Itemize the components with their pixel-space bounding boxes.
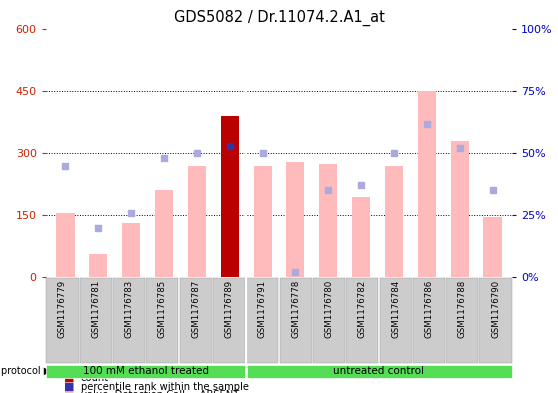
Point [389, 150, 398, 156]
Text: count: count [81, 373, 109, 383]
Text: GSM1176790: GSM1176790 [491, 280, 500, 338]
Bar [253, 165, 272, 277]
Bar [352, 196, 370, 277]
Bar [483, 217, 502, 277]
Bar [418, 91, 436, 277]
Text: percentile rank within the sample: percentile rank within the sample [81, 382, 249, 392]
Text: protocol ▶: protocol ▶ [1, 366, 51, 376]
Text: GSM1176782: GSM1176782 [358, 280, 367, 338]
Point [455, 145, 464, 151]
Text: GSM1176781: GSM1176781 [92, 280, 100, 338]
Text: ■: ■ [64, 390, 75, 393]
Point [291, 269, 300, 275]
Text: GSM1176780: GSM1176780 [325, 280, 334, 338]
Bar [221, 116, 239, 277]
Point [258, 150, 267, 156]
Bar [155, 190, 173, 277]
Point [193, 150, 201, 156]
Bar [122, 223, 140, 277]
Text: untreated control: untreated control [334, 366, 425, 376]
Text: GSM1176785: GSM1176785 [158, 280, 167, 338]
Point [160, 155, 169, 162]
Bar [188, 165, 206, 277]
Text: GSM1176779: GSM1176779 [58, 280, 67, 338]
Text: GSM1176783: GSM1176783 [124, 280, 133, 338]
Text: GSM1176778: GSM1176778 [291, 280, 300, 338]
Text: GSM1176788: GSM1176788 [458, 280, 466, 338]
Text: ■: ■ [64, 373, 75, 383]
Text: 100 mM ethanol treated: 100 mM ethanol treated [83, 366, 209, 376]
Bar [451, 141, 469, 277]
Text: GSM1176786: GSM1176786 [425, 280, 434, 338]
Point [324, 187, 333, 193]
Bar [89, 254, 107, 277]
Bar [319, 163, 337, 277]
Text: GSM1176784: GSM1176784 [391, 280, 400, 338]
Point [225, 143, 234, 149]
Bar [286, 162, 305, 277]
Bar [56, 213, 75, 277]
Text: GSM1176791: GSM1176791 [258, 280, 267, 338]
Bar [385, 165, 403, 277]
Point [61, 162, 70, 169]
Point [422, 120, 431, 127]
Point [127, 209, 136, 216]
Text: value, Detection Call = ABSENT: value, Detection Call = ABSENT [81, 390, 239, 393]
Point [488, 187, 497, 193]
Point [357, 182, 365, 189]
Text: GSM1176787: GSM1176787 [191, 280, 200, 338]
Point [94, 224, 103, 231]
Text: GDS5082 / Dr.11074.2.A1_at: GDS5082 / Dr.11074.2.A1_at [174, 10, 384, 26]
Text: ■: ■ [64, 382, 75, 392]
Text: GSM1176789: GSM1176789 [224, 280, 233, 338]
